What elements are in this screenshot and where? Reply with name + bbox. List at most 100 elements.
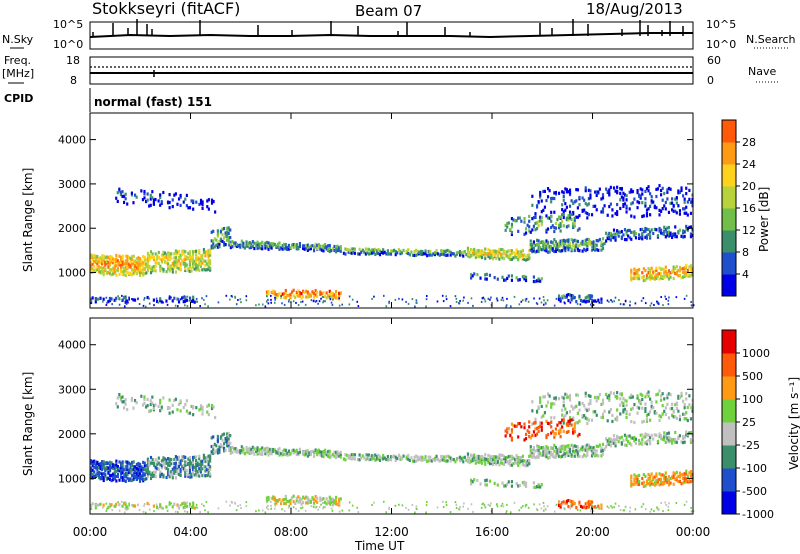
power-cell [594, 246, 597, 250]
power-cell [557, 215, 561, 219]
power-cell [182, 249, 185, 253]
velocity-cell [193, 465, 196, 469]
velocity-cell [301, 506, 304, 509]
velocity-cell [661, 412, 664, 416]
power-cell [573, 200, 576, 204]
velocity-cell [179, 469, 182, 474]
velocity-cell [542, 395, 545, 399]
velocity-cell [584, 416, 587, 420]
velocity-cell [573, 422, 576, 426]
power-cell [677, 230, 680, 234]
velocity-cell [107, 461, 110, 465]
power-cell [224, 234, 227, 238]
velocity-cell [534, 449, 537, 453]
velocity-cell [198, 454, 201, 458]
velocity-cell [261, 509, 264, 512]
power-cell [146, 253, 150, 257]
power-cell [298, 294, 302, 298]
velocity-cell [206, 404, 209, 409]
power-cell [124, 296, 127, 301]
velocity-cell [490, 459, 493, 463]
power-cell [306, 290, 309, 294]
power-cell [611, 235, 614, 240]
velocity-cell [682, 412, 685, 416]
velocity-cell [466, 452, 470, 456]
power-cell [650, 201, 653, 205]
power-cell [534, 215, 537, 219]
power-cell [663, 232, 666, 236]
power-cell [160, 266, 163, 271]
power-cell [207, 267, 210, 271]
velocity-cell [686, 474, 689, 478]
power-cell [132, 254, 135, 258]
power-cell [281, 247, 284, 251]
power-cell [201, 268, 204, 272]
velocity-cell [195, 503, 198, 506]
power-cell [325, 291, 328, 295]
velocity-cell [650, 400, 653, 404]
power-cell [334, 245, 338, 249]
velocity-cell [140, 474, 143, 478]
power-cell [267, 292, 270, 296]
colorbar-segment [722, 468, 736, 492]
power-cell [250, 242, 253, 246]
x-axis-label: Time UT [354, 539, 405, 553]
power-cell [656, 272, 660, 276]
power-cell [170, 296, 173, 299]
velocity-cell [160, 472, 163, 476]
power-cell [590, 244, 594, 249]
velocity-cell [165, 475, 168, 480]
power-cell [168, 193, 171, 197]
velocity-cell [273, 498, 276, 502]
velocity-cell [445, 501, 447, 504]
power-cell [570, 238, 573, 242]
power-cell [567, 216, 570, 220]
velocity-cell [280, 452, 283, 456]
power-cell [581, 249, 584, 253]
power-cell [482, 250, 485, 255]
power-cell [292, 294, 295, 298]
velocity-cell [124, 467, 127, 472]
velocity-cell [489, 504, 491, 507]
power-cell [590, 213, 594, 217]
power-cell [548, 189, 551, 193]
power-cell [480, 300, 483, 303]
power-cell [649, 277, 652, 281]
power-cell [99, 261, 102, 265]
velocity-cell [301, 450, 305, 454]
velocity-cell [426, 459, 429, 463]
velocity-cell [471, 456, 474, 460]
power-cell [198, 257, 201, 261]
power-cell [470, 272, 473, 277]
velocity-cell [261, 450, 264, 454]
velocity-cell [600, 415, 603, 420]
power-cell [598, 187, 601, 191]
velocity-cell [160, 464, 163, 468]
power-cell [532, 249, 535, 253]
power-cell [207, 305, 209, 308]
power-cell [601, 207, 605, 211]
velocity-cell [488, 454, 492, 459]
velocity-cell [163, 461, 167, 465]
velocity-cell [636, 394, 639, 398]
velocity-cell [532, 485, 535, 490]
power-cell [102, 273, 105, 277]
velocity-cell [570, 404, 573, 408]
velocity-cell [587, 402, 590, 406]
velocity-cell [414, 511, 416, 514]
power-cell [413, 250, 416, 254]
velocity-cell [546, 456, 550, 460]
velocity-cell [470, 459, 473, 464]
power-cell [283, 242, 286, 246]
velocity-cell [292, 448, 295, 452]
velocity-cell [192, 502, 195, 505]
velocity-cell [671, 441, 674, 445]
velocity-cell [297, 510, 300, 513]
velocity-cell [666, 436, 669, 440]
velocity-cell [143, 461, 146, 465]
power-cell [655, 266, 658, 270]
power-cell [532, 246, 535, 251]
velocity-cell [105, 465, 108, 470]
power-cell [498, 251, 501, 255]
power-cell [502, 251, 506, 255]
